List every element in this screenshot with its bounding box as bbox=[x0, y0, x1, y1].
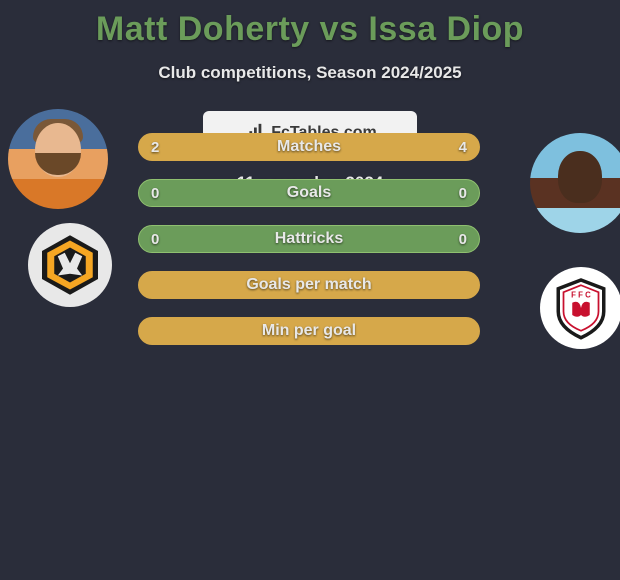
player-right-face bbox=[530, 133, 620, 233]
stat-label: Hattricks bbox=[275, 230, 343, 248]
page-title: Matt Doherty vs Issa Diop bbox=[0, 0, 620, 49]
stat-bar: Min per goal bbox=[138, 317, 480, 345]
stat-label: Goals bbox=[287, 184, 331, 202]
wolves-icon bbox=[35, 230, 105, 300]
stat-label: Goals per match bbox=[246, 276, 371, 294]
comparison-content: F F C 2 4 Matches 0 0 Goals 0 0 Hattricks Goals p… bbox=[0, 111, 620, 451]
club-left-badge bbox=[28, 223, 112, 307]
stat-value-right: 4 bbox=[459, 139, 467, 156]
stat-value-left: 0 bbox=[151, 185, 159, 202]
stat-bar: Goals per match bbox=[138, 271, 480, 299]
stat-bars: 2 4 Matches 0 0 Goals 0 0 Hattricks Goals per mat… bbox=[138, 133, 480, 363]
player-left-face bbox=[8, 109, 108, 209]
stat-bar: 0 0 Goals bbox=[138, 179, 480, 207]
svg-text:F F C: F F C bbox=[571, 291, 591, 300]
player-right-photo bbox=[530, 133, 620, 233]
stat-bar: 0 0 Hattricks bbox=[138, 225, 480, 253]
club-right-badge: F F C bbox=[540, 267, 620, 349]
player-left-photo bbox=[8, 109, 108, 209]
stat-value-left: 2 bbox=[151, 139, 159, 156]
stat-value-right: 0 bbox=[459, 231, 467, 248]
fulham-icon: F F C bbox=[546, 273, 616, 343]
stat-bar: 2 4 Matches bbox=[138, 133, 480, 161]
stat-label: Matches bbox=[277, 138, 341, 156]
stat-value-left: 0 bbox=[151, 231, 159, 248]
subtitle: Club competitions, Season 2024/2025 bbox=[0, 63, 620, 83]
stat-label: Min per goal bbox=[262, 322, 356, 340]
stat-value-right: 0 bbox=[459, 185, 467, 202]
